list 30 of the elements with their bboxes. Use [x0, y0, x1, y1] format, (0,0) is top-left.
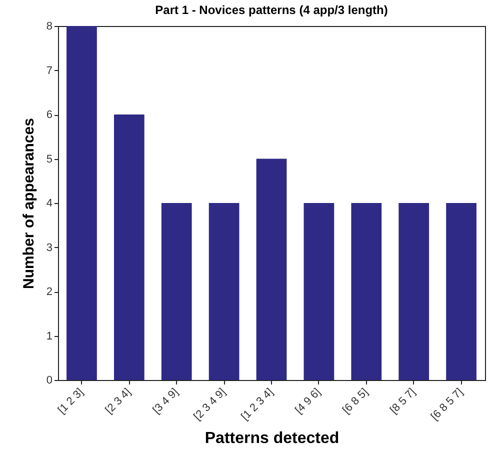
bar: [66, 26, 97, 380]
x-tick-label: [4 9 6]: [293, 386, 324, 416]
x-tick-label: [6 8 5]: [340, 386, 371, 416]
x-tick-label: [2 3 4]: [103, 386, 134, 416]
x-axis-title: Patterns detected: [204, 430, 340, 448]
x-tick-label: [2 3 4 9]: [192, 386, 228, 423]
x-tick-label: [1 2 3 4]: [239, 386, 276, 423]
x-tick-label: [3 4 9]: [150, 386, 181, 416]
bar: [114, 114, 144, 380]
y-tick-label: 7: [46, 64, 52, 77]
bar: [398, 203, 430, 380]
y-tick-label: 5: [46, 153, 52, 166]
y-tick-label: 0: [46, 374, 52, 386]
bar: [256, 158, 287, 380]
bar: [161, 203, 192, 380]
x-tick-label: [8 5 7]: [388, 386, 418, 416]
y-tick-label: 1: [46, 330, 52, 342]
chart-title: Part 1 - Novices patterns (4 app/3 length): [155, 3, 388, 17]
bar: [351, 203, 382, 380]
bar: [208, 203, 240, 380]
x-tick-label: [6 8 5 7]: [428, 386, 466, 423]
y-tick-label: 8: [46, 20, 52, 32]
bar: [446, 203, 476, 380]
y-tick-label: 6: [46, 109, 52, 121]
bar: [304, 203, 334, 380]
y-tick-label: 3: [46, 242, 52, 254]
y-axis-title: Number of appearances: [20, 118, 38, 289]
x-tick-label: [1 2 3]: [56, 386, 86, 416]
y-tick-label: 4: [46, 198, 52, 210]
y-tick-label: 2: [46, 286, 52, 298]
